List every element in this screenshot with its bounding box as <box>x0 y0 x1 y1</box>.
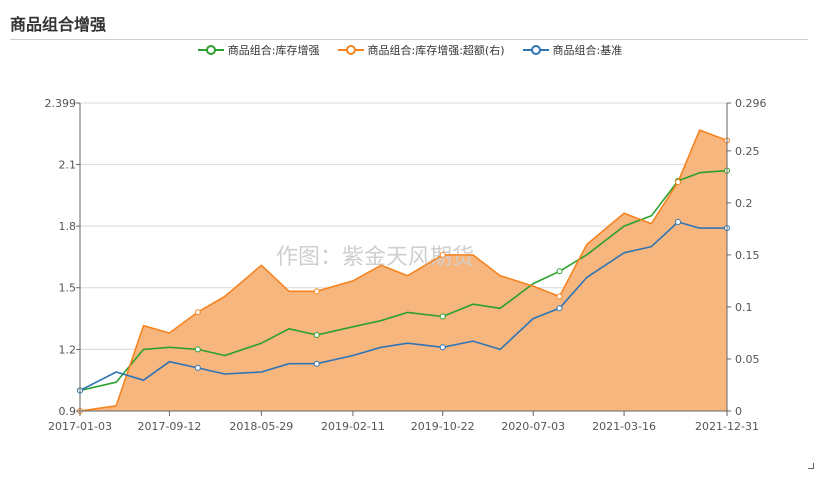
x-tick-label: 2017-09-12 <box>137 420 201 433</box>
axes: 2.399 2.1 1.8 1.5 1.2 0.9 0.296 0.25 0.2 0.15 0.1 0… <box>45 97 767 433</box>
excess-area <box>80 130 727 411</box>
legend-line-green-icon <box>197 45 224 55</box>
x-tick-label: 2018-05-29 <box>229 420 293 433</box>
series-point-2 <box>439 344 446 351</box>
x-tick-label: 2021-12-31 <box>695 420 759 433</box>
series-point-1 <box>313 288 320 295</box>
series-point-1 <box>439 251 446 258</box>
y-left-tick-label: 2.1 <box>59 158 77 171</box>
series-point-2 <box>194 364 201 371</box>
series-lines <box>77 129 730 414</box>
series-point-2 <box>313 360 320 367</box>
y-right-tick-label: 0.15 <box>735 249 760 262</box>
legend-item-benchmark[interactable]: 商品组合:基准 <box>522 42 623 58</box>
legend-item-stock-enhanced[interactable]: 商品组合:库存增强 <box>197 42 320 58</box>
y-right-tick-label: 0.296 <box>735 97 767 110</box>
page-title: 商品组合增强 <box>10 15 107 34</box>
resize-handle-icon[interactable] <box>808 463 814 469</box>
series-point-0 <box>194 346 201 353</box>
series-point-2 <box>675 218 682 225</box>
y-left-tick-label: 2.399 <box>45 97 77 110</box>
y-right-tick-label: 0.1 <box>735 301 753 314</box>
y-left-tick-label: 1.8 <box>59 220 77 233</box>
y-left-tick-label: 1.5 <box>59 282 77 295</box>
x-tick-label: 2019-10-22 <box>411 420 475 433</box>
legend-line-orange-icon <box>337 45 364 55</box>
series-point-0 <box>313 331 320 338</box>
series-line-2 <box>79 221 727 392</box>
y-right-tick-label: 0.2 <box>735 197 753 210</box>
series-point-0 <box>439 313 446 320</box>
y-right-tick-label: 0.05 <box>735 353 760 366</box>
x-tick-label: 2019-02-11 <box>321 420 385 433</box>
series-line-0 <box>79 169 728 392</box>
legend-label: 商品组合:库存增强 <box>227 44 320 57</box>
y-left-tick-label: 1.2 <box>59 343 77 356</box>
series-point-1 <box>194 309 201 316</box>
title-divider <box>10 39 808 40</box>
legend-line-blue-icon <box>522 45 549 55</box>
legend-label: 商品组合:基准 <box>552 44 623 57</box>
y-right-tick-label: 0.25 <box>735 145 760 158</box>
x-tick-label: 2021-03-16 <box>592 420 656 433</box>
legend-label: 商品组合:库存增强:超额(右) <box>367 44 505 57</box>
legend-item-excess[interactable]: 商品组合:库存增强:超额(右) <box>337 42 505 58</box>
watermark-text: 作图：紫金天风期货 <box>276 245 474 270</box>
x-tick-label: 2020-07-03 <box>501 420 565 433</box>
series-point-2 <box>556 305 563 312</box>
series-point-0 <box>556 268 563 275</box>
series-point-1 <box>556 293 563 300</box>
x-tick-label: 2017-01-03 <box>48 420 112 433</box>
chart-legend: 商品组合:库存增强 商品组合:库存增强:超额(右) 商品组合:基准 <box>0 42 820 58</box>
y-right-tick-label: 0 <box>735 405 742 418</box>
y-left-tick-label: 0.9 <box>59 405 77 418</box>
excess-area-fill <box>80 130 727 411</box>
series-line-1 <box>79 129 728 412</box>
series-point-1 <box>675 179 682 186</box>
